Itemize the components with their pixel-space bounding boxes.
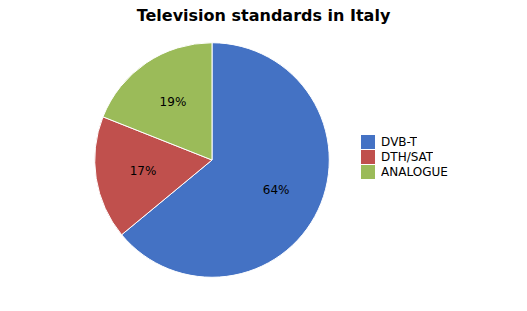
html-text:DVB-T: DVB-T (381, 134, 418, 149)
html-text:Television standards in Italy: Television standards in Italy (136, 6, 391, 25)
svg-text:64%: 64% (263, 183, 290, 197)
html-text:DTH/SAT: DTH/SAT (381, 149, 434, 164)
svg-text:19%: 19% (160, 95, 187, 109)
html-text:ANALOGUE: ANALOGUE (381, 164, 448, 179)
svg-text:17%: 17% (130, 164, 157, 178)
